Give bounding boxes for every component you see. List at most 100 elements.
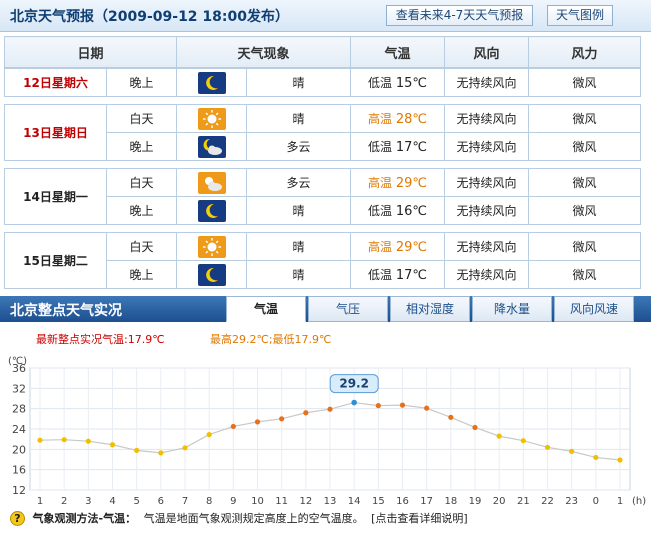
x-tick-label: 2 [61, 496, 67, 507]
tab-pressure[interactable]: 气压 [308, 296, 388, 322]
data-point [109, 442, 116, 448]
forecast-weather: 晴 [246, 68, 351, 97]
y-tick-label: 32 [12, 382, 26, 395]
forecast-wind-force: 微风 [528, 168, 641, 197]
forecast-table-header: 日期 天气现象 气温 风向 风力 [4, 36, 641, 68]
weather-legend-button[interactable]: 天气图例 [547, 5, 613, 26]
data-point [375, 403, 381, 409]
data-point [85, 438, 91, 444]
data-point [399, 402, 406, 408]
data-point [569, 448, 575, 454]
data-point [617, 457, 623, 463]
temp-value: 17℃ [395, 268, 427, 283]
forecast-header: 北京天气预报（2009-09-12 18:00发布） 查看未来4-7天天气预报 … [0, 0, 651, 32]
x-unit-label: (h) [632, 496, 646, 507]
tab-humidity[interactable]: 相对湿度 [390, 296, 470, 322]
temp-value: 29℃ [395, 240, 427, 255]
temp-label: 高温 [368, 112, 393, 126]
forecast-date: 14日星期一 [4, 168, 107, 225]
x-tick-label: 5 [133, 496, 139, 507]
temp-label: 高温 [368, 176, 393, 190]
forecast-wind-direction: 无持续风向 [444, 260, 529, 289]
data-point [544, 444, 551, 450]
footer-label: 气象观测方法-气温： [32, 512, 137, 525]
x-tick-label: 13 [324, 496, 337, 507]
forecast-date: 13日星期日 [4, 104, 107, 161]
forecast-day-12: 12日星期六 晚上 晴 低温 15℃ 无持续风向 微风 [4, 68, 641, 97]
data-point [134, 447, 140, 453]
x-tick-label: 17 [420, 496, 433, 507]
forecast-period: 白天 [106, 104, 177, 133]
data-point [254, 419, 261, 425]
max-data-point [351, 399, 357, 406]
sun-icon [197, 235, 226, 258]
x-tick-label: 19 [469, 496, 482, 507]
x-tick-label: 10 [251, 496, 264, 507]
temp-label: 低温 [368, 204, 393, 218]
forecast-row: 12日星期六 晚上 晴 低温 15℃ 无持续风向 微风 [4, 68, 641, 97]
col-header-wind-force: 风力 [528, 36, 641, 68]
footer-text: 气温是地面气象观测规定高度上的空气温度。 [143, 512, 364, 525]
forecast-date: 12日星期六 [4, 68, 107, 97]
forecast-row: 晚上 晴 低温 16℃ 无持续风向 微风 [5, 196, 641, 225]
x-tick-label: 14 [348, 496, 361, 507]
temp-label: 低温 [368, 140, 393, 154]
moon-icon [197, 71, 226, 94]
forecast-period: 白天 [106, 168, 177, 197]
temp-label: 低温 [368, 76, 393, 90]
forecast-wind-force: 微风 [528, 260, 641, 289]
temp-value: 28℃ [395, 112, 427, 127]
data-point [472, 424, 478, 431]
data-point [327, 406, 333, 412]
forecast-wind-direction: 无持续风向 [444, 168, 529, 197]
x-tick-label: 16 [396, 496, 409, 507]
forecast-wind-force: 微风 [528, 68, 641, 97]
question-icon: ? [10, 510, 25, 526]
view-4-7-day-forecast-button[interactable]: 查看未来4-7天天气预报 [386, 5, 533, 26]
forecast-weather: 多云 [246, 132, 351, 161]
cloudy-day-icon [197, 171, 226, 194]
forecast-wind-direction: 无持续风向 [444, 68, 529, 97]
x-tick-label: 20 [493, 496, 506, 507]
y-tick-label: 36 [12, 362, 26, 375]
data-point [593, 454, 599, 461]
x-tick-label: 15 [372, 496, 385, 507]
temp-label: 高温 [368, 240, 393, 254]
tab-temperature[interactable]: 气温 [226, 296, 306, 322]
temp-value: 17℃ [395, 140, 427, 155]
forecast-row: 14日星期一 白天 多云 高温 29℃ 无持续风向 微风 [4, 168, 641, 225]
col-header-temperature: 气温 [350, 36, 445, 68]
data-point [448, 414, 454, 420]
y-tick-label: 12 [12, 484, 26, 497]
forecast-wind-direction: 无持续风向 [444, 104, 529, 133]
x-tick-label: 9 [230, 496, 236, 507]
x-tick-label: 4 [109, 496, 115, 507]
forecast-wind-direction: 无持续风向 [444, 232, 529, 261]
data-point [158, 450, 164, 456]
forecast-row: 晚上 多云 低温 17℃ 无持续风向 微风 [5, 132, 641, 161]
x-tick-label: 3 [85, 496, 91, 507]
moon-icon [197, 199, 226, 222]
data-point [230, 423, 236, 430]
tab-precipitation[interactable]: 降水量 [472, 296, 552, 322]
forecast-period: 晚上 [106, 132, 177, 161]
x-tick-label: 8 [206, 496, 212, 507]
x-tick-label: 7 [182, 496, 188, 507]
temp-value: 29℃ [395, 176, 427, 191]
forecast-weather: 晴 [246, 232, 351, 261]
col-header-wind-direction: 风向 [444, 36, 529, 68]
tab-wind[interactable]: 风向风速 [554, 296, 634, 322]
x-tick-label: 22 [541, 496, 554, 507]
forecast-wind-force: 微风 [528, 104, 641, 133]
x-tick-label: 6 [158, 496, 164, 507]
data-point [424, 405, 430, 411]
data-point [303, 410, 309, 416]
y-tick-label: 20 [12, 443, 26, 456]
x-tick-label: 1 [37, 496, 43, 507]
details-link[interactable]: [点击查看详细说明] [371, 512, 468, 525]
temp-label: 低温 [368, 268, 393, 282]
footer-help: ? 气象观测方法-气温： 气温是地面气象观测规定高度上的空气温度。 [点击查看详… [10, 510, 640, 528]
cloudy-night-icon [197, 135, 226, 158]
forecast-row: 晚上 晴 低温 17℃ 无持续风向 微风 [5, 260, 641, 289]
